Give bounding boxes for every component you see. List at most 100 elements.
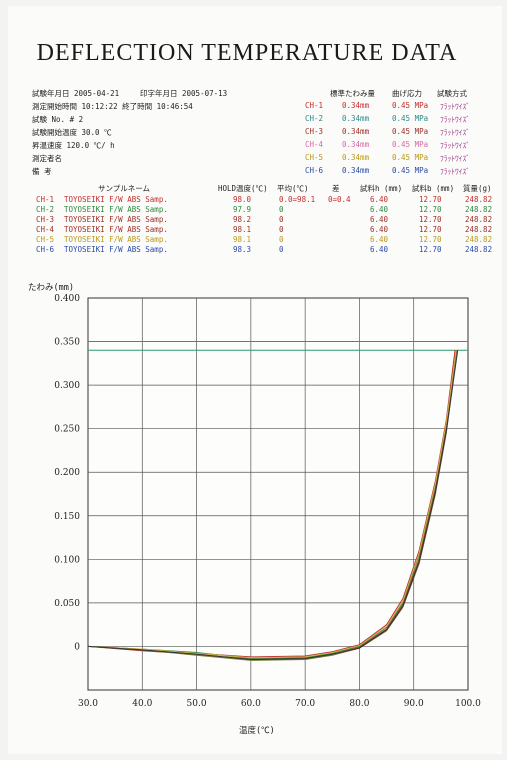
row-channel: CH-3: [36, 215, 55, 224]
row-average: 0: [279, 235, 284, 244]
row-h: 6.40: [370, 205, 389, 214]
row-mass: 248.82: [465, 195, 493, 204]
channel-method: ﾌﾗｯﾄﾜｲｽﾞ: [440, 154, 470, 163]
channel-stress: 0.45 MPa: [392, 140, 429, 149]
row-sample-name: TOYOSEIKI F/W ABS Samp.: [64, 215, 168, 224]
print-date: 印字年月日 2005-07-13: [140, 89, 228, 98]
row-mass: 248.82: [465, 245, 493, 254]
x-tick-label: 30.0: [78, 699, 98, 709]
channel-stress: 0.45 MPa: [392, 153, 429, 162]
y-tick-label: 0.150: [54, 512, 80, 522]
x-tick-label: 80.0: [349, 699, 369, 709]
row-channel: CH-5: [36, 235, 55, 244]
series-line: [87, 350, 459, 661]
channel-label: CH-6: [305, 166, 324, 175]
method-header: 試験方式: [437, 89, 467, 98]
row-hold: 98.1: [233, 235, 252, 244]
x-axis-label: 温度(℃): [239, 726, 275, 736]
x-tick-label: 40.0: [132, 699, 152, 709]
row-mass: 248.82: [465, 235, 493, 244]
operator: 測定者名: [32, 154, 62, 163]
col-sample-name: サンプルネーム: [98, 184, 151, 193]
channel-stress: 0.45 MPa: [392, 101, 429, 110]
channel-deflection: 0.34mm: [342, 140, 370, 149]
heating-rate: 昇温速度 120.0 ℃/ h: [32, 141, 115, 150]
channel-label: CH-2: [305, 114, 324, 123]
row-sample-name: TOYOSEIKI F/W ABS Samp.: [64, 225, 168, 234]
row-average: 0: [279, 205, 284, 214]
row-sample-name: TOYOSEIKI F/W ABS Samp.: [64, 245, 168, 254]
row-mass: 248.82: [465, 215, 493, 224]
row-h: 6.40: [370, 245, 389, 254]
row-channel: CH-4: [36, 225, 55, 234]
series-line: [87, 350, 457, 659]
channel-label: CH-1: [305, 101, 324, 110]
channel-deflection: 0.34mm: [342, 101, 370, 110]
row-sample-name: TOYOSEIKI F/W ABS Samp.: [64, 235, 168, 244]
col-mass: 質量(g): [463, 184, 492, 193]
row-b: 12.70: [419, 225, 442, 234]
col-hold-temp: HOLD温度(℃): [218, 184, 268, 193]
channel-label: CH-4: [305, 140, 324, 149]
row-h: 6.40: [370, 195, 389, 204]
col-difference: 差: [332, 184, 340, 193]
remarks: 備 考: [32, 167, 52, 176]
stress-header: 曲げ応力: [392, 89, 422, 98]
row-mass: 248.82: [465, 225, 493, 234]
document-title: DEFLECTION TEMPERATURE DATA: [36, 40, 458, 66]
row-difference: 0=0.4: [328, 195, 351, 204]
y-axis-label: たわみ(mm): [28, 283, 74, 293]
channel-stress: 0.45 MPa: [392, 127, 429, 136]
row-b: 12.70: [419, 215, 442, 224]
row-sample-name: TOYOSEIKI F/W ABS Samp.: [64, 195, 168, 204]
col-sample-h: 試料h (mm): [360, 184, 403, 193]
col-sample-b: 試料b (mm): [412, 184, 455, 193]
row-mass: 248.82: [465, 205, 493, 214]
x-tick-label: 70.0: [295, 699, 315, 709]
row-hold: 98.1: [233, 225, 252, 234]
start-time: 測定開始時間 10:12:22 終了時間 10:46:54: [32, 102, 193, 111]
y-tick-label: 0: [74, 642, 80, 652]
channel-deflection: 0.34mm: [342, 127, 370, 136]
row-sample-name: TOYOSEIKI F/W ABS Samp.: [64, 205, 168, 214]
row-h: 6.40: [370, 235, 389, 244]
channel-stress: 0.45 MPa: [392, 114, 429, 123]
row-hold: 97.9: [233, 205, 252, 214]
row-channel: CH-2: [36, 205, 55, 214]
test-date: 試験年月日 2005-04-21: [32, 89, 120, 98]
channel-method: ﾌﾗｯﾄﾜｲｽﾞ: [440, 167, 470, 176]
row-channel: CH-1: [36, 195, 55, 204]
y-tick-label: 0.300: [54, 381, 80, 391]
x-tick-label: 60.0: [241, 699, 261, 709]
channel-method: ﾌﾗｯﾄﾜｲｽﾞ: [440, 141, 470, 150]
y-tick-label: 0.400: [54, 294, 80, 304]
row-h: 6.40: [370, 225, 389, 234]
channel-label: CH-5: [305, 153, 324, 162]
start-temperature: 試験開始温度 30.0 ℃: [32, 128, 112, 137]
x-tick-label: 50.0: [187, 699, 207, 709]
y-tick-label: 0.250: [54, 425, 80, 435]
row-b: 12.70: [419, 205, 442, 214]
plot-area: [87, 297, 469, 691]
channel-deflection: 0.34mm: [342, 153, 370, 162]
row-h: 6.40: [370, 215, 389, 224]
x-tick-label: 100.0: [455, 699, 481, 709]
y-tick-label: 0.050: [54, 599, 80, 609]
channel-method: ﾌﾗｯﾄﾜｲｽﾞ: [440, 102, 470, 111]
channel-deflection: 0.34mm: [342, 166, 370, 175]
test-number: 試験 No. # 2: [32, 115, 84, 124]
col-average: 平均(℃): [277, 184, 309, 193]
row-channel: CH-6: [36, 245, 55, 254]
row-b: 12.70: [419, 235, 442, 244]
row-b: 12.70: [419, 245, 442, 254]
deflection-header: 標準たわみ量: [330, 89, 375, 98]
row-hold: 98.3: [233, 245, 252, 254]
row-b: 12.70: [419, 195, 442, 204]
channel-method: ﾌﾗｯﾄﾜｲｽﾞ: [440, 115, 470, 124]
y-tick-label: 0.350: [54, 338, 80, 348]
row-average: 0: [279, 225, 284, 234]
row-average: 0: [279, 215, 284, 224]
x-tick-label: 90.0: [404, 699, 424, 709]
row-average: 0.0=98.1: [279, 195, 316, 204]
